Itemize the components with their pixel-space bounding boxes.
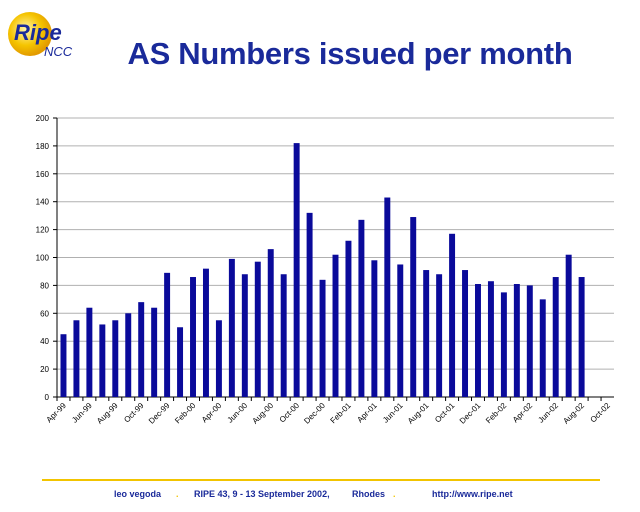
bar-Jan-00 [177, 327, 184, 397]
x-tick-label: Jun-02 [536, 401, 560, 425]
logo-sun-shape [8, 12, 52, 56]
x-tick-label: Jun-01 [381, 401, 405, 425]
x-tick-label: Dec-99 [147, 401, 172, 426]
bar-Aug-02 [578, 277, 585, 397]
x-tick-label: Jun-99 [70, 401, 94, 425]
x-tick-label: Apr-99 [45, 401, 69, 425]
y-tick-label: 120 [36, 226, 50, 235]
bar-Dec-01 [475, 284, 481, 397]
bar-Mar-00 [202, 268, 209, 397]
x-tick-label: Feb-02 [484, 401, 509, 426]
footer-url[interactable]: http://www.ripe.net [432, 489, 513, 499]
y-tick-label: 200 [36, 114, 50, 123]
bar-Mar-01 [358, 219, 365, 397]
x-tick-label: Feb-00 [173, 401, 198, 426]
bar-Oct-00 [293, 143, 300, 397]
bar-Oct-99 [138, 302, 145, 397]
x-tick-label: Oct-00 [278, 401, 302, 425]
bar-Aug-01 [423, 270, 430, 397]
bar-Apr-02 [526, 285, 533, 397]
page-title: AS Numbers issued per month [127, 36, 573, 71]
x-tick-label: Apr-02 [511, 401, 535, 425]
x-tick-label: Aug-00 [251, 401, 276, 426]
bar-Nov-01 [462, 270, 469, 397]
y-tick-label: 80 [40, 281, 49, 290]
bar-Jul-00 [254, 261, 261, 397]
footer-event: RIPE 43, 9 - 13 September 2002, [194, 489, 330, 499]
ripe-ncc-logo: Ripe NCC [8, 12, 73, 59]
bar-Nov-00 [306, 212, 313, 397]
bar-Jul-01 [410, 217, 417, 397]
y-tick-label: 20 [40, 365, 49, 374]
x-tick-label: Oct-02 [589, 401, 613, 425]
bar-Feb-00 [190, 277, 196, 397]
bar-Apr-99 [60, 334, 67, 397]
bar-Feb-02 [500, 292, 507, 397]
logo-sub-text: NCC [44, 44, 73, 59]
y-tick-label: 160 [36, 170, 50, 179]
bar-Apr-01 [371, 260, 378, 397]
logo-main-text: Ripe [14, 20, 62, 45]
x-tick-label: Oct-99 [122, 401, 146, 425]
bar-Jun-01 [397, 264, 404, 397]
x-tick-label: Oct-01 [433, 401, 457, 425]
x-tick-label: Dec-01 [458, 401, 483, 426]
bar-Jul-02 [565, 254, 572, 397]
footer-location: Rhodes [352, 489, 386, 499]
y-tick-label: 0 [45, 393, 50, 402]
footer-separator-1: . [176, 489, 179, 499]
bar-Jun-02 [552, 277, 559, 397]
bar-Dec-00 [319, 279, 326, 397]
bar-Jun-00 [241, 274, 248, 397]
bar-Apr-00 [215, 320, 222, 397]
bar-Mar-02 [513, 284, 520, 397]
bar-May-01 [384, 197, 391, 397]
bar-Aug-99 [112, 320, 119, 397]
x-tick-label: Apr-01 [355, 401, 379, 425]
x-tick-label: Aug-01 [406, 401, 431, 426]
x-tick-label: Dec-00 [302, 401, 327, 426]
y-tick-label: 180 [36, 142, 50, 151]
bar-Dec-99 [164, 272, 171, 397]
bar-Sep-00 [280, 274, 287, 397]
bar-Jul-99 [99, 324, 106, 397]
bar-Oct-01 [449, 233, 456, 397]
y-tick-label: 40 [40, 337, 49, 346]
bar-Jan-01 [332, 254, 339, 397]
x-tick-label: Jun-00 [226, 401, 250, 425]
footer-presenter: leo vegoda [114, 489, 162, 499]
bar-Sep-99 [125, 313, 132, 397]
y-tick-label: 60 [40, 309, 49, 318]
bar-Sep-01 [436, 274, 443, 397]
footer-divider [42, 479, 600, 481]
x-tick-label: Aug-99 [95, 401, 120, 426]
bar-Jan-02 [487, 281, 494, 397]
bar-Feb-01 [345, 240, 352, 397]
bar-Jun-99 [86, 307, 93, 397]
footer-separator-2: . [393, 489, 396, 499]
y-tick-label: 100 [36, 254, 50, 263]
bar-May-99 [73, 320, 80, 397]
y-tick-label: 140 [36, 198, 50, 207]
x-tick-label: Feb-01 [329, 401, 354, 426]
bar-May-00 [228, 258, 235, 397]
bar-Aug-00 [267, 249, 274, 397]
x-tick-label: Aug-02 [561, 401, 586, 426]
bar-May-02 [539, 299, 546, 397]
x-tick-label: Apr-00 [200, 401, 224, 425]
bar-Nov-99 [151, 307, 158, 397]
